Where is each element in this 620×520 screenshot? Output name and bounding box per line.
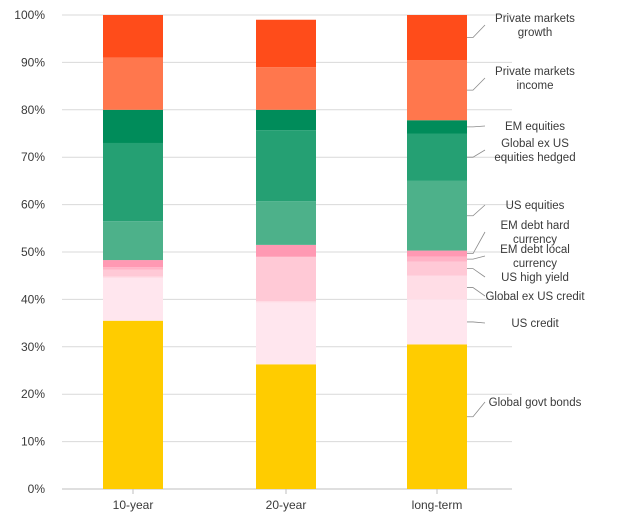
bar-segment-us-high-yield bbox=[103, 269, 163, 277]
bar-segment-us-credit bbox=[103, 278, 163, 321]
x-tick-label: 10-year bbox=[113, 498, 154, 512]
legend-leader-line bbox=[467, 287, 486, 297]
y-axis-ticks: 0% 10% 20% 30% 40% 50% 60% 70% 80% 90% 100% bbox=[14, 8, 45, 496]
legend-leader-line bbox=[467, 149, 486, 158]
legend-label: US high yield bbox=[501, 272, 569, 284]
bar-segment-us-high-yield bbox=[407, 261, 467, 276]
legend-label: equities hedged bbox=[494, 152, 575, 164]
bar-segment-em-debt-hard-currency bbox=[256, 244, 316, 257]
bar-segment-us-equities bbox=[103, 221, 163, 261]
y-tick-label: 50% bbox=[21, 245, 45, 259]
x-tick-label: 20-year bbox=[266, 498, 307, 512]
x-tick-label: long-term bbox=[412, 498, 463, 512]
bar-segment-global-govt-bonds bbox=[407, 344, 467, 489]
legend-leader-line bbox=[467, 268, 486, 278]
bar-segment-em-debt-hard-currency bbox=[103, 260, 163, 268]
legend-label: income bbox=[516, 80, 553, 92]
bar-segment-global-ex-us-credit bbox=[256, 301, 316, 303]
legend-label: Private markets bbox=[495, 13, 575, 25]
legend-label: currency bbox=[513, 234, 557, 246]
legend-label: Global ex US bbox=[501, 138, 569, 150]
legend-leader-line bbox=[467, 204, 486, 217]
legend-label: EM equities bbox=[505, 121, 565, 133]
bar-segment-global-govt-bonds bbox=[103, 320, 163, 489]
bar-segment-global-ex-us-credit bbox=[407, 275, 467, 300]
bar-segment-global-ex-us-equities-hedged bbox=[103, 142, 163, 222]
bar-segment-em-equities bbox=[407, 120, 467, 134]
bar-segment-us-credit bbox=[407, 299, 467, 345]
bar-segment-private-markets-growth bbox=[407, 15, 467, 61]
bars bbox=[103, 15, 467, 489]
bar-segment-em-equities bbox=[103, 109, 163, 143]
legend-label: US credit bbox=[511, 318, 559, 330]
y-tick-label: 0% bbox=[28, 482, 46, 496]
y-tick-label: 80% bbox=[21, 103, 45, 117]
y-tick-label: 100% bbox=[14, 8, 45, 22]
legend: Private markets growth Private markets inco… bbox=[467, 13, 585, 418]
bar-segment-em-equities bbox=[256, 109, 316, 131]
legend-leader-line bbox=[467, 255, 486, 260]
bar-segment-global-govt-bonds bbox=[256, 364, 316, 489]
bar-segment-private-markets-income bbox=[407, 60, 467, 121]
legend-label: EM debt hard bbox=[500, 220, 569, 232]
bar-segment-global-ex-us-equities-hedged bbox=[407, 133, 467, 181]
y-tick-label: 10% bbox=[21, 435, 45, 449]
bar-segment-private-markets-growth bbox=[103, 15, 163, 58]
bar-segment-private-markets-growth bbox=[256, 19, 316, 68]
bar-segment-us-equities bbox=[407, 180, 467, 251]
legend-leader-line bbox=[467, 231, 486, 255]
legend-leader-line bbox=[467, 321, 486, 324]
y-tick-label: 60% bbox=[21, 198, 45, 212]
y-tick-label: 30% bbox=[21, 340, 45, 354]
legend-label: Global govt bonds bbox=[489, 397, 582, 409]
legend-leader-line bbox=[467, 77, 486, 91]
bar-segment-private-markets-income bbox=[256, 67, 316, 110]
bar-segment-em-debt-hard-currency bbox=[407, 250, 467, 257]
legend-label: US equities bbox=[506, 200, 565, 212]
legend-leader-line bbox=[467, 24, 486, 38]
bar-segment-em-debt-local-currency bbox=[103, 267, 163, 270]
bar-segment-em-debt-local-currency bbox=[407, 256, 467, 262]
legend-label: growth bbox=[518, 27, 553, 39]
legend-leader-line bbox=[467, 401, 486, 418]
y-tick-label: 40% bbox=[21, 292, 45, 306]
y-tick-label: 90% bbox=[21, 55, 45, 69]
legend-label: currency bbox=[513, 258, 557, 270]
bar-segment-us-high-yield bbox=[256, 257, 316, 302]
bar-segment-global-ex-us-credit bbox=[103, 276, 163, 279]
legend-label: EM debt local bbox=[500, 244, 570, 256]
bar-segment-us-credit bbox=[256, 302, 316, 365]
y-tick-label: 20% bbox=[21, 387, 45, 401]
legend-leader-line bbox=[467, 125, 486, 128]
bar-segment-private-markets-income bbox=[103, 57, 163, 110]
bar-segment-us-equities bbox=[256, 201, 316, 245]
legend-label: Global ex US credit bbox=[485, 291, 585, 303]
y-tick-label: 70% bbox=[21, 150, 45, 164]
legend-label: Private markets bbox=[495, 66, 575, 78]
x-axis: 10-year 20-year long-term bbox=[113, 489, 463, 512]
bar-segment-global-ex-us-equities-hedged bbox=[256, 130, 316, 202]
